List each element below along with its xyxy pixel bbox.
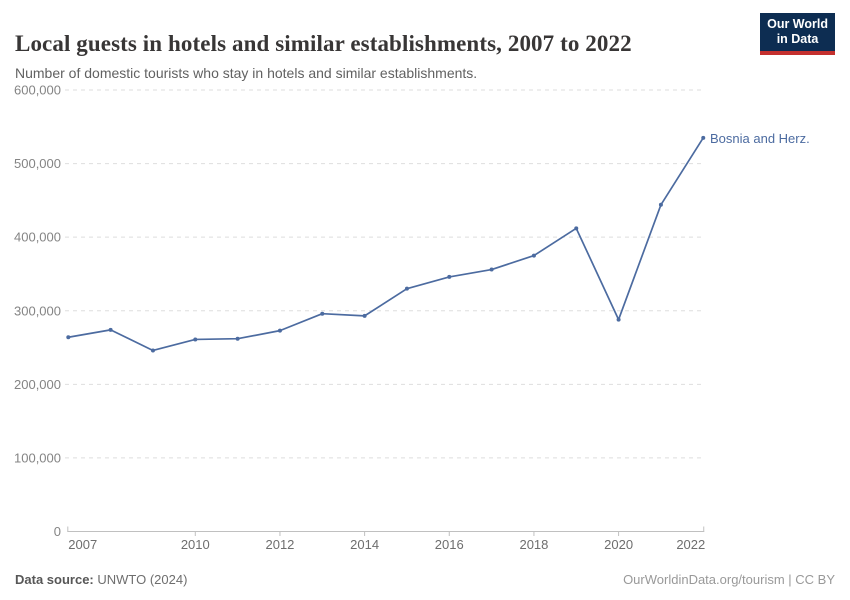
data-point <box>193 337 198 342</box>
data-point <box>277 328 282 333</box>
license-link[interactable]: OurWorldinData.org/tourism | CC BY <box>623 572 835 587</box>
y-tick-label: 200,000 <box>14 377 61 392</box>
data-point <box>320 311 325 316</box>
data-line <box>67 136 705 352</box>
data-point <box>574 226 579 231</box>
data-point <box>701 135 706 140</box>
x-tick-label: 2014 <box>350 537 379 552</box>
data-point <box>66 335 71 340</box>
x-tick-label: 2007 <box>68 537 97 552</box>
data-point <box>235 336 240 341</box>
data-point <box>447 274 452 279</box>
x-tick-label: 2018 <box>519 537 548 552</box>
owid-logo-line2: in Data <box>776 32 819 46</box>
y-tick-label: 100,000 <box>14 450 61 465</box>
data-point <box>489 267 494 272</box>
chart-title: Local guests in hotels and similar estab… <box>15 31 632 57</box>
data-point <box>150 348 155 353</box>
y-tick-label: 300,000 <box>14 303 61 318</box>
data-point <box>658 202 663 207</box>
y-tick-label: 400,000 <box>14 230 61 245</box>
data-source-value[interactable]: UNWTO (2024) <box>93 572 188 587</box>
chart-footer: Data source: UNWTO (2024) OurWorldinData… <box>15 572 835 587</box>
data-point <box>616 317 621 322</box>
x-tick-label: 2012 <box>265 537 294 552</box>
x-tick-label: 2020 <box>604 537 633 552</box>
data-point <box>108 327 113 332</box>
owid-logo-line1: Our World <box>767 17 828 31</box>
owid-logo[interactable]: Our World in Data <box>760 13 835 55</box>
series-entity-label[interactable]: Bosnia and Herz. <box>710 131 810 146</box>
y-tick-label: 0 <box>54 524 61 539</box>
x-tick-label: 2022 <box>676 537 705 552</box>
data-point <box>362 313 367 318</box>
chart-subtitle: Number of domestic tourists who stay in … <box>15 65 478 81</box>
y-tick-label: 600,000 <box>14 83 61 98</box>
x-tick-label: 2016 <box>435 537 464 552</box>
x-tick-label: 2010 <box>181 537 210 552</box>
data-point <box>404 286 409 291</box>
data-source-note: Data source: UNWTO (2024) <box>15 572 187 587</box>
data-point <box>531 253 536 258</box>
data-source-label: Data source: <box>15 572 94 587</box>
y-tick-label: 500,000 <box>14 156 61 171</box>
